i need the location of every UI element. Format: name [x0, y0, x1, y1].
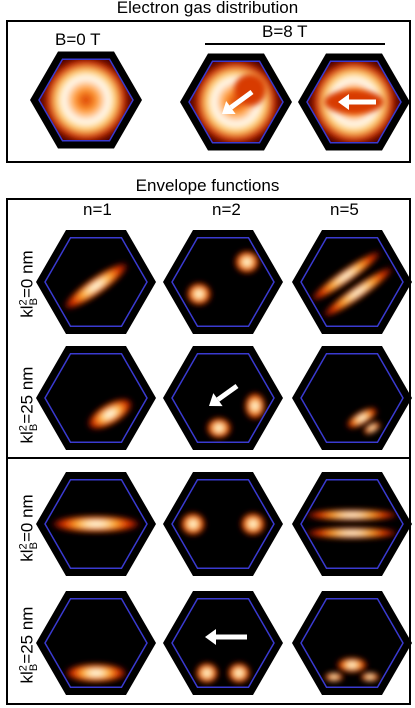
gas-ring-b0: [42, 59, 130, 141]
envelope-divider: [6, 457, 411, 459]
env-r1-n5-stripe-b: [321, 266, 395, 318]
env-r4-n2-blob-a: [195, 662, 219, 684]
env-r2-n1: [36, 346, 156, 450]
env-r1-n2-blob-b: [234, 250, 260, 274]
column-label-n5: n=5: [330, 200, 359, 219]
env-r3-n2-blob-b: [240, 512, 266, 536]
env-r4-n2: [163, 591, 283, 695]
env-r4-n5: [292, 591, 412, 695]
env-r4-n5-blob-a: [336, 657, 368, 673]
gas-panel-b0: [30, 51, 142, 149]
envelope-frame: [6, 198, 411, 705]
env-r4-n5-blob-c: [360, 672, 380, 682]
env-r1-n5-stripe-a: [309, 250, 383, 302]
env-r3-n1-blob: [50, 515, 142, 533]
electron-gas-frame: [6, 20, 411, 163]
env-r2-n2-arrow: [209, 383, 239, 407]
env-r4-n1: [36, 591, 156, 695]
env-r3-n5: [292, 472, 412, 576]
envelope-title: Envelope functions: [135, 176, 280, 195]
env-r3-n2: [163, 472, 283, 576]
env-r3-n1: [36, 472, 156, 576]
b8-label: B=8 T: [262, 22, 308, 41]
column-label-n1: n=1: [83, 200, 112, 219]
env-r3-n5-stripe-a: [304, 509, 400, 521]
env-r2-n2-blob-b: [244, 392, 266, 420]
env-r4-n2-blob-b: [227, 662, 251, 684]
env-r2-n5: [292, 346, 412, 450]
env-r1-n2-blob-a: [186, 282, 212, 306]
env-r2-n5-blob-b: [362, 421, 382, 435]
env-r1-n5: [292, 230, 412, 334]
env-r2-n1-blob: [86, 397, 134, 431]
env-r1-n1: [36, 230, 156, 334]
b8-bracket-line: [205, 43, 385, 45]
env-r4-n2-arrow: [205, 629, 247, 645]
column-label-n2: n=2: [212, 200, 241, 219]
env-r2-n2-blob-a: [206, 417, 232, 439]
electron-gas-title: Electron gas distribution: [116, 0, 299, 17]
env-r4-n5-blob-b: [324, 672, 344, 682]
b0-label: B=0 T: [55, 30, 101, 49]
env-r3-n5-stripe-b: [304, 527, 400, 539]
env-r3-n2-blob-a: [180, 512, 206, 536]
env-r1-n2: [163, 230, 283, 334]
gas-arrow-diag: [222, 89, 254, 114]
env-r1-n1-blob: [62, 261, 130, 311]
env-r2-n5-blob-a: [346, 407, 378, 429]
env-r4-n1-blob: [64, 663, 128, 683]
gas-arrow-horiz: [338, 94, 376, 110]
